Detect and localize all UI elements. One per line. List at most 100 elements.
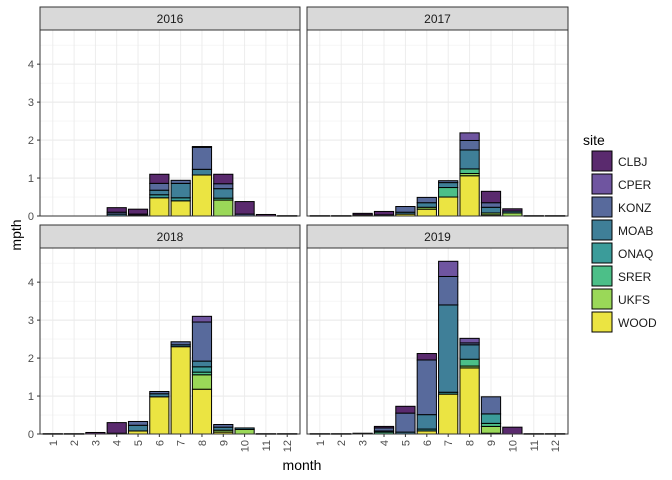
x-tick-label: 7 bbox=[443, 440, 455, 446]
bar-segment-srer-month-8 bbox=[459, 168, 480, 174]
axis-text-layer: mpth month bbox=[8, 219, 321, 473]
panel-border bbox=[306, 247, 569, 435]
bar-segment-konz-month-5 bbox=[395, 206, 416, 213]
legend-key-cper bbox=[591, 173, 613, 195]
bar-segment-konz-month-6 bbox=[416, 196, 437, 204]
bar-segment-konz-month-6 bbox=[416, 359, 437, 416]
bar-segment-clbj-month-5 bbox=[127, 208, 149, 215]
bar-segment-ukfs-month-9 bbox=[213, 199, 234, 217]
bar-segment-moab-month-8 bbox=[459, 344, 480, 360]
bar-segment-wood-month-7 bbox=[170, 346, 191, 435]
panel-border bbox=[306, 29, 569, 217]
bar-segment-clbj-month-10 bbox=[234, 201, 255, 215]
bar-segment-clbj-month-6 bbox=[416, 353, 437, 361]
bar-segment-wood-month-8 bbox=[191, 388, 213, 435]
bar-segment-moab-month-6 bbox=[416, 202, 437, 208]
legend-label-konz: KONZ bbox=[618, 201, 651, 215]
x-tick-label: 4 bbox=[379, 440, 391, 446]
bar-segment-konz-month-8 bbox=[191, 146, 213, 170]
x-tick-label: 9 bbox=[218, 440, 230, 446]
y-tick-label: 3 bbox=[28, 97, 34, 109]
legend-label-ukfs: UKFS bbox=[618, 293, 650, 307]
x-tick-label: 5 bbox=[133, 440, 145, 446]
bar-segment-clbj-month-6 bbox=[149, 173, 170, 184]
bar-segment-wood-month-8 bbox=[459, 175, 480, 217]
panel-background bbox=[307, 30, 568, 216]
bar-segment-konz-month-6 bbox=[149, 182, 170, 191]
x-tick-label: 6 bbox=[154, 440, 166, 446]
x-tick-label: 12 bbox=[282, 440, 294, 452]
bar-segment-moab-month-7 bbox=[438, 182, 459, 189]
legend-key-onaq bbox=[591, 242, 613, 264]
legend-key-konz bbox=[591, 196, 613, 218]
bar-segment-konz-month-5 bbox=[127, 420, 149, 426]
x-tick-label: 1 bbox=[48, 440, 60, 446]
bar-segment-konz-month-9 bbox=[213, 183, 234, 190]
facet-panel-2017: 2017 bbox=[306, 6, 569, 217]
bar-segment-moab-month-8 bbox=[191, 168, 213, 176]
bar-segment-moab-month-9 bbox=[213, 188, 234, 199]
bar-segment-moab-month-9 bbox=[480, 206, 502, 214]
bar-segment-moab-month-7 bbox=[438, 304, 459, 393]
y-tick-label: 1 bbox=[28, 391, 34, 403]
x-tick-label: 11 bbox=[261, 440, 273, 451]
bar-segment-ukfs-month-9 bbox=[480, 425, 502, 434]
bar-segment-konz-month-8 bbox=[459, 139, 480, 151]
facet-panel-2016: 2016 0 1 2 3 4 bbox=[28, 6, 301, 223]
legend-key-clbj bbox=[591, 150, 613, 172]
y-tick-label: 1 bbox=[28, 173, 34, 185]
x-tick-label: 8 bbox=[465, 440, 477, 446]
x-tick-label: 1 bbox=[315, 440, 327, 446]
legend-key-ukfs bbox=[591, 288, 613, 310]
legend-title: site bbox=[583, 132, 605, 148]
y-tick-label: 0 bbox=[28, 211, 34, 223]
legend-label-moab: MOAB bbox=[618, 224, 653, 238]
bar-segment-konz-month-6 bbox=[149, 390, 170, 395]
x-tick-label: 3 bbox=[90, 440, 102, 446]
bar-segment-konz-month-7 bbox=[438, 180, 459, 184]
legend-key-moab bbox=[591, 219, 613, 241]
bar-segment-onaq-month-8 bbox=[191, 366, 213, 373]
bar-segment-moab-month-8 bbox=[459, 149, 480, 170]
bar-segment-clbj-month-5 bbox=[395, 405, 416, 414]
bar-segment-konz-month-9 bbox=[213, 424, 234, 428]
x-tick-label: 10 bbox=[507, 440, 519, 452]
facet-strip-label: 2017 bbox=[424, 12, 451, 26]
bar-segment-cper-month-8 bbox=[191, 315, 213, 323]
facet-strip-label: 2018 bbox=[157, 230, 184, 244]
y-tick-label: 2 bbox=[28, 353, 34, 365]
bar-segment-konz-month-8 bbox=[191, 321, 213, 362]
panel-border bbox=[39, 247, 301, 435]
legend-label-wood: WOOD bbox=[618, 316, 657, 330]
y-tick-label: 4 bbox=[28, 59, 34, 71]
legend-label-clbj: CLBJ bbox=[618, 155, 647, 169]
bar-segment-onaq-month-9 bbox=[480, 413, 502, 424]
bar-segment-clbj-month-9 bbox=[213, 173, 234, 185]
bar-segment-clbj-month-4 bbox=[106, 207, 127, 213]
bar-segment-cper-month-8 bbox=[459, 337, 480, 344]
bar-segment-clbj-month-3 bbox=[352, 212, 373, 216]
bar-segment-cper-month-8 bbox=[459, 132, 480, 141]
legend: site CLBJ CPER KONZ MOAB ONAQ SRER UKFS WOOD bbox=[583, 132, 657, 333]
bar-segment-konz-month-7 bbox=[170, 341, 191, 346]
x-tick-label: 7 bbox=[176, 440, 188, 446]
y-axis-label: mpth bbox=[8, 219, 24, 250]
x-tick-label: 12 bbox=[550, 440, 562, 452]
facet-strip-label: 2019 bbox=[424, 230, 451, 244]
bar-segment-konz-month-5 bbox=[395, 412, 416, 433]
x-tick-label: 9 bbox=[486, 440, 498, 446]
x-tick-label: 3 bbox=[358, 440, 370, 446]
bar-segment-wood-month-6 bbox=[149, 396, 170, 435]
bar-segment-clbj-month-4 bbox=[373, 210, 395, 216]
legend-label-srer: SRER bbox=[618, 270, 652, 284]
bar-segment-clbj-month-10 bbox=[502, 208, 523, 212]
bar-segment-moab-month-7 bbox=[170, 182, 191, 199]
facet-strip-label: 2016 bbox=[157, 12, 184, 26]
bar-segment-ukfs-month-10 bbox=[234, 428, 255, 435]
panel-background bbox=[40, 30, 300, 216]
panel-border bbox=[39, 29, 301, 217]
bar-segment-clbj-month-4 bbox=[373, 425, 395, 429]
